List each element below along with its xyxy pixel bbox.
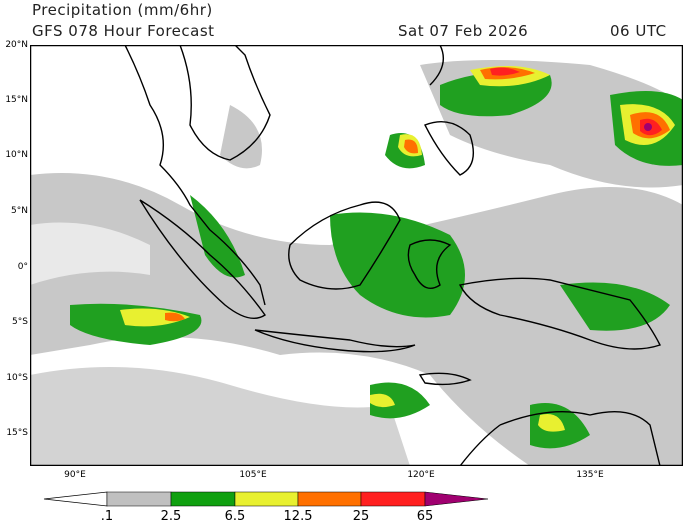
coastlines: [124, 45, 661, 466]
colorbar-label: .1: [100, 509, 114, 524]
valid-date: Sat 07 Feb 2026: [398, 22, 529, 40]
lat-label: 10°N: [5, 150, 28, 160]
chart-title: Precipitation (mm/6hr): [32, 1, 213, 19]
valid-time: 06 UTC: [610, 22, 667, 40]
lat-label: 5°N: [11, 206, 28, 216]
colorbar-segment: [43, 491, 108, 507]
lat-label: 5°S: [12, 317, 28, 327]
lon-label: 135°E: [576, 470, 604, 480]
lon-label: 120°E: [407, 470, 435, 480]
colorbar-label: 6.5: [224, 509, 246, 524]
lat-label: 20°N: [5, 40, 28, 50]
colorbar: [43, 491, 489, 507]
colorbar-label: 65: [416, 509, 434, 524]
colorbar-segment: [424, 491, 489, 507]
precip-extreme-areas: [490, 67, 662, 136]
colorbar-segment: [106, 491, 172, 507]
colorbar-segment: [297, 491, 362, 507]
lat-label: 15°S: [6, 428, 28, 438]
colorbar-label: 2.5: [160, 509, 182, 524]
precipitation-map: [30, 45, 683, 466]
lat-label: 0°: [17, 262, 28, 272]
lon-label: 90°E: [64, 470, 86, 480]
colorbar-segment: [234, 491, 299, 507]
colorbar-segment: [170, 491, 236, 507]
map-frame: [30, 45, 683, 466]
lon-label: 105°E: [239, 470, 267, 480]
colorbar-segment: [360, 491, 426, 507]
lat-label: 15°N: [5, 95, 28, 105]
colorbar-label: 12.5: [283, 509, 313, 524]
lat-label: 10°S: [6, 373, 28, 383]
model-forecast-label: GFS 078 Hour Forecast: [32, 22, 215, 40]
colorbar-label: 25: [352, 509, 370, 524]
